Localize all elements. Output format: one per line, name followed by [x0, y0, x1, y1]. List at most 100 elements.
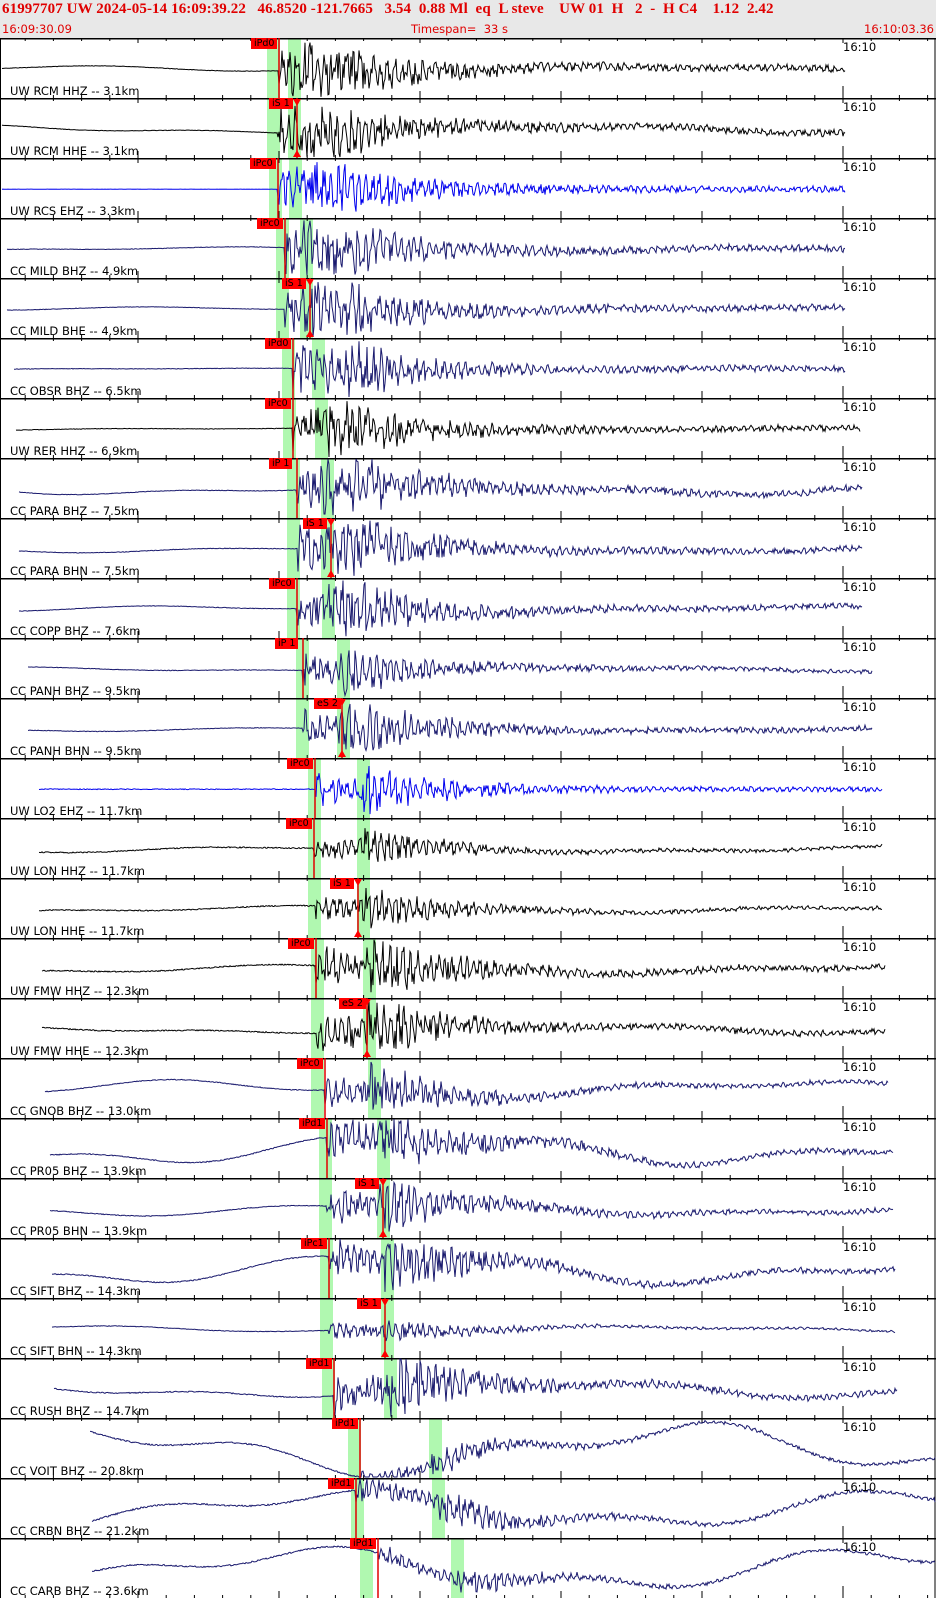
p-pick-flag[interactable]: iPd1: [332, 1418, 359, 1429]
station-channel-label: CC MILD BHE -- 4.9km: [10, 324, 138, 338]
waveform-trace: [41, 939, 886, 993]
waveform-trace: [49, 1180, 894, 1232]
p-pick-flag[interactable]: iPc0: [265, 398, 291, 409]
phase-window-highlight: [322, 578, 335, 638]
seismogram-panel[interactable]: iPd1 CC RUSH BHZ -- 14.7km 16:10: [0, 1358, 936, 1418]
seismogram-panel-stack: iPd0 UW RCM HHZ -- 3.1km 16:10 iS 1 UW RCM H…: [0, 38, 936, 1598]
p-pick-flag[interactable]: iPc0: [250, 158, 276, 169]
seismogram-panel[interactable]: iPc0 CC COPP BHZ -- 7.6km 16:10: [0, 578, 936, 638]
minute-time-label: 16:10: [843, 940, 877, 954]
waveform-trace: [41, 1000, 886, 1051]
station-channel-label: CC RUSH BHZ -- 14.7km: [10, 1404, 150, 1418]
seismogram-panel[interactable]: iS 1 CC PARA BHN -- 7.5km 16:10: [0, 518, 936, 578]
seismogram-panel[interactable]: iPc0 UW FMW HHZ -- 12.3km 16:10: [0, 938, 936, 998]
seismogram-panel[interactable]: iS 1 CC MILD BHE -- 4.9km 16:10: [0, 278, 936, 338]
minute-time-label: 16:10: [843, 640, 877, 654]
station-channel-label: CC SIFT BHN -- 14.3km: [10, 1344, 142, 1358]
seismogram-panel[interactable]: iP 1 CC PANH BHZ -- 9.5km 16:10: [0, 638, 936, 698]
seismogram-panel[interactable]: iPd0 UW RCM HHZ -- 3.1km 16:10: [0, 38, 936, 98]
minute-time-label: 16:10: [843, 1360, 877, 1374]
seismogram-panel[interactable]: iPd1 CC VOIT BHZ -- 20.8km 16:10: [0, 1418, 936, 1478]
minute-time-label: 16:10: [843, 700, 877, 714]
event-summary-title: 61997707 UW 2024-05-14 16:09:39.22 46.85…: [2, 1, 774, 17]
station-channel-label: CC VOIT BHZ -- 20.8km: [10, 1464, 144, 1478]
p-pick-flag[interactable]: iPd1: [299, 1118, 326, 1129]
seismogram-panel[interactable]: iPc0 UW RCS EHZ -- 3.3km 16:10: [0, 158, 936, 218]
seismogram-panel[interactable]: iS 1 UW LON HHE -- 11.7km 16:10: [0, 878, 936, 938]
p-pick-flag[interactable]: iPc0: [297, 1058, 323, 1069]
seismogram-panel[interactable]: iPc0 UW RER HHZ -- 6.9km 16:10: [0, 398, 936, 458]
seismogram-panel[interactable]: iS 1 CC SIFT BHN -- 14.3km 16:10: [0, 1298, 936, 1358]
station-channel-label: UW FMW HHZ -- 12.3km: [10, 984, 150, 998]
station-channel-label: UW RCS EHZ -- 3.3km: [10, 204, 136, 218]
s-pick-flag[interactable]: eS 2: [314, 698, 341, 709]
p-pick-flag[interactable]: iPd1: [328, 1478, 355, 1489]
minute-time-label: 16:10: [843, 460, 877, 474]
waveform-trace: [38, 828, 883, 862]
phase-window-highlight: [357, 818, 370, 878]
phase-window-highlight: [322, 1358, 335, 1418]
minute-time-label: 16:10: [843, 1300, 877, 1314]
seismogram-panel[interactable]: eS 2 CC PANH BHN -- 9.5km 16:10: [0, 698, 936, 758]
station-channel-label: CC PR05 BHN -- 13.9km: [10, 1224, 148, 1238]
seismogram-panel[interactable]: iPc0 CC GNOB BHZ -- 13.0km 16:10: [0, 1058, 936, 1118]
p-pick-flag[interactable]: iP 1: [269, 458, 293, 469]
seismogram-panel[interactable]: iPd1 CC CRBN BHZ -- 21.2km 16:10: [0, 1478, 936, 1538]
minute-time-label: 16:10: [843, 1180, 877, 1194]
minute-time-label: 16:10: [843, 220, 877, 234]
waveform-trace: [13, 341, 846, 398]
phase-window-highlight: [287, 518, 300, 578]
minute-time-label: 16:10: [843, 880, 877, 894]
seismogram-panel[interactable]: iPc0 UW LO2 EHZ -- 11.7km 16:10: [0, 758, 936, 818]
station-channel-label: CC CRBN BHZ -- 21.2km: [10, 1524, 150, 1538]
s-pick-flag[interactable]: iS 1: [282, 278, 306, 289]
p-pick-flag[interactable]: iPc0: [287, 758, 313, 769]
s-pick-flag[interactable]: iS 1: [269, 98, 293, 109]
phase-window-highlight: [351, 1478, 364, 1538]
seismogram-panel[interactable]: iP 1 CC PARA BHZ -- 7.5km 16:10: [0, 458, 936, 518]
minute-time-label: 16:10: [843, 280, 877, 294]
phase-window-highlight: [311, 938, 324, 998]
seismogram-panel[interactable]: iPc1 CC SIFT BHZ -- 14.3km 16:10: [0, 1238, 936, 1298]
p-pick-flag[interactable]: iPd0: [251, 38, 278, 49]
phase-window-highlight: [267, 38, 280, 98]
p-pick-flag[interactable]: iPc0: [286, 818, 312, 829]
p-pick-flag[interactable]: iPd1: [350, 1538, 377, 1549]
s-pick-flag[interactable]: eS 2: [339, 998, 366, 1009]
p-pick-flag[interactable]: iPc0: [257, 218, 283, 229]
seismogram-panel[interactable]: iPd1 CC CARB BHZ -- 23.6km 16:10: [0, 1538, 936, 1598]
s-pick-flag[interactable]: iS 1: [303, 518, 327, 529]
p-pick-flag[interactable]: iPc0: [269, 578, 295, 589]
p-pick-flag[interactable]: iPc1: [301, 1238, 327, 1249]
station-channel-label: CC PANH BHZ -- 9.5km: [10, 684, 141, 698]
seismogram-panel[interactable]: iPd0 CC OBSR BHZ -- 6.5km 16:10: [0, 338, 936, 398]
station-channel-label: CC PANH BHN -- 9.5km: [10, 744, 142, 758]
s-pick-flag[interactable]: iS 1: [355, 1178, 379, 1189]
minute-time-label: 16:10: [843, 40, 877, 54]
minute-time-label: 16:10: [843, 1120, 877, 1134]
minute-time-label: 16:10: [843, 340, 877, 354]
s-pick-flag[interactable]: iS 1: [357, 1298, 381, 1309]
s-pick-flag[interactable]: iS 1: [330, 878, 354, 889]
station-channel-label: CC PARA BHZ -- 7.5km: [10, 504, 140, 518]
seismogram-panel[interactable]: eS 2 UW FMW HHE -- 12.3km 16:10: [0, 998, 936, 1058]
p-pick-flag[interactable]: iPd1: [306, 1358, 333, 1369]
seismogram-panel[interactable]: iS 1 UW RCM HHE -- 3.1km 16:10: [0, 98, 936, 158]
minute-time-label: 16:10: [843, 1000, 877, 1014]
p-pick-flag[interactable]: iPc0: [288, 938, 314, 949]
seismogram-panel[interactable]: iPc0 CC MILD BHZ -- 4.9km 16:10: [0, 218, 936, 278]
waveform-trace: [6, 220, 846, 276]
station-channel-label: CC SIFT BHZ -- 14.3km: [10, 1284, 141, 1298]
timespan-label: Timespan= 33 s: [411, 22, 508, 36]
waveform-trace: [1, 105, 846, 158]
station-channel-label: UW FMW HHE -- 12.3km: [10, 1044, 149, 1058]
waveform-trace: [38, 887, 883, 929]
station-channel-label: UW LO2 EHZ -- 11.7km: [10, 804, 143, 818]
p-pick-flag[interactable]: iPd0: [265, 338, 292, 349]
seismogram-panel[interactable]: iPc0 UW LON HHZ -- 11.7km 16:10: [0, 818, 936, 878]
p-pick-flag[interactable]: iP 1: [275, 638, 299, 649]
waveform-trace: [51, 1238, 896, 1292]
seismogram-panel[interactable]: iPd1 CC PR05 BHZ -- 13.9km 16:10: [0, 1118, 936, 1178]
waveform-trace: [90, 1419, 936, 1478]
seismogram-panel[interactable]: iS 1 CC PR05 BHN -- 13.9km 16:10: [0, 1178, 936, 1238]
